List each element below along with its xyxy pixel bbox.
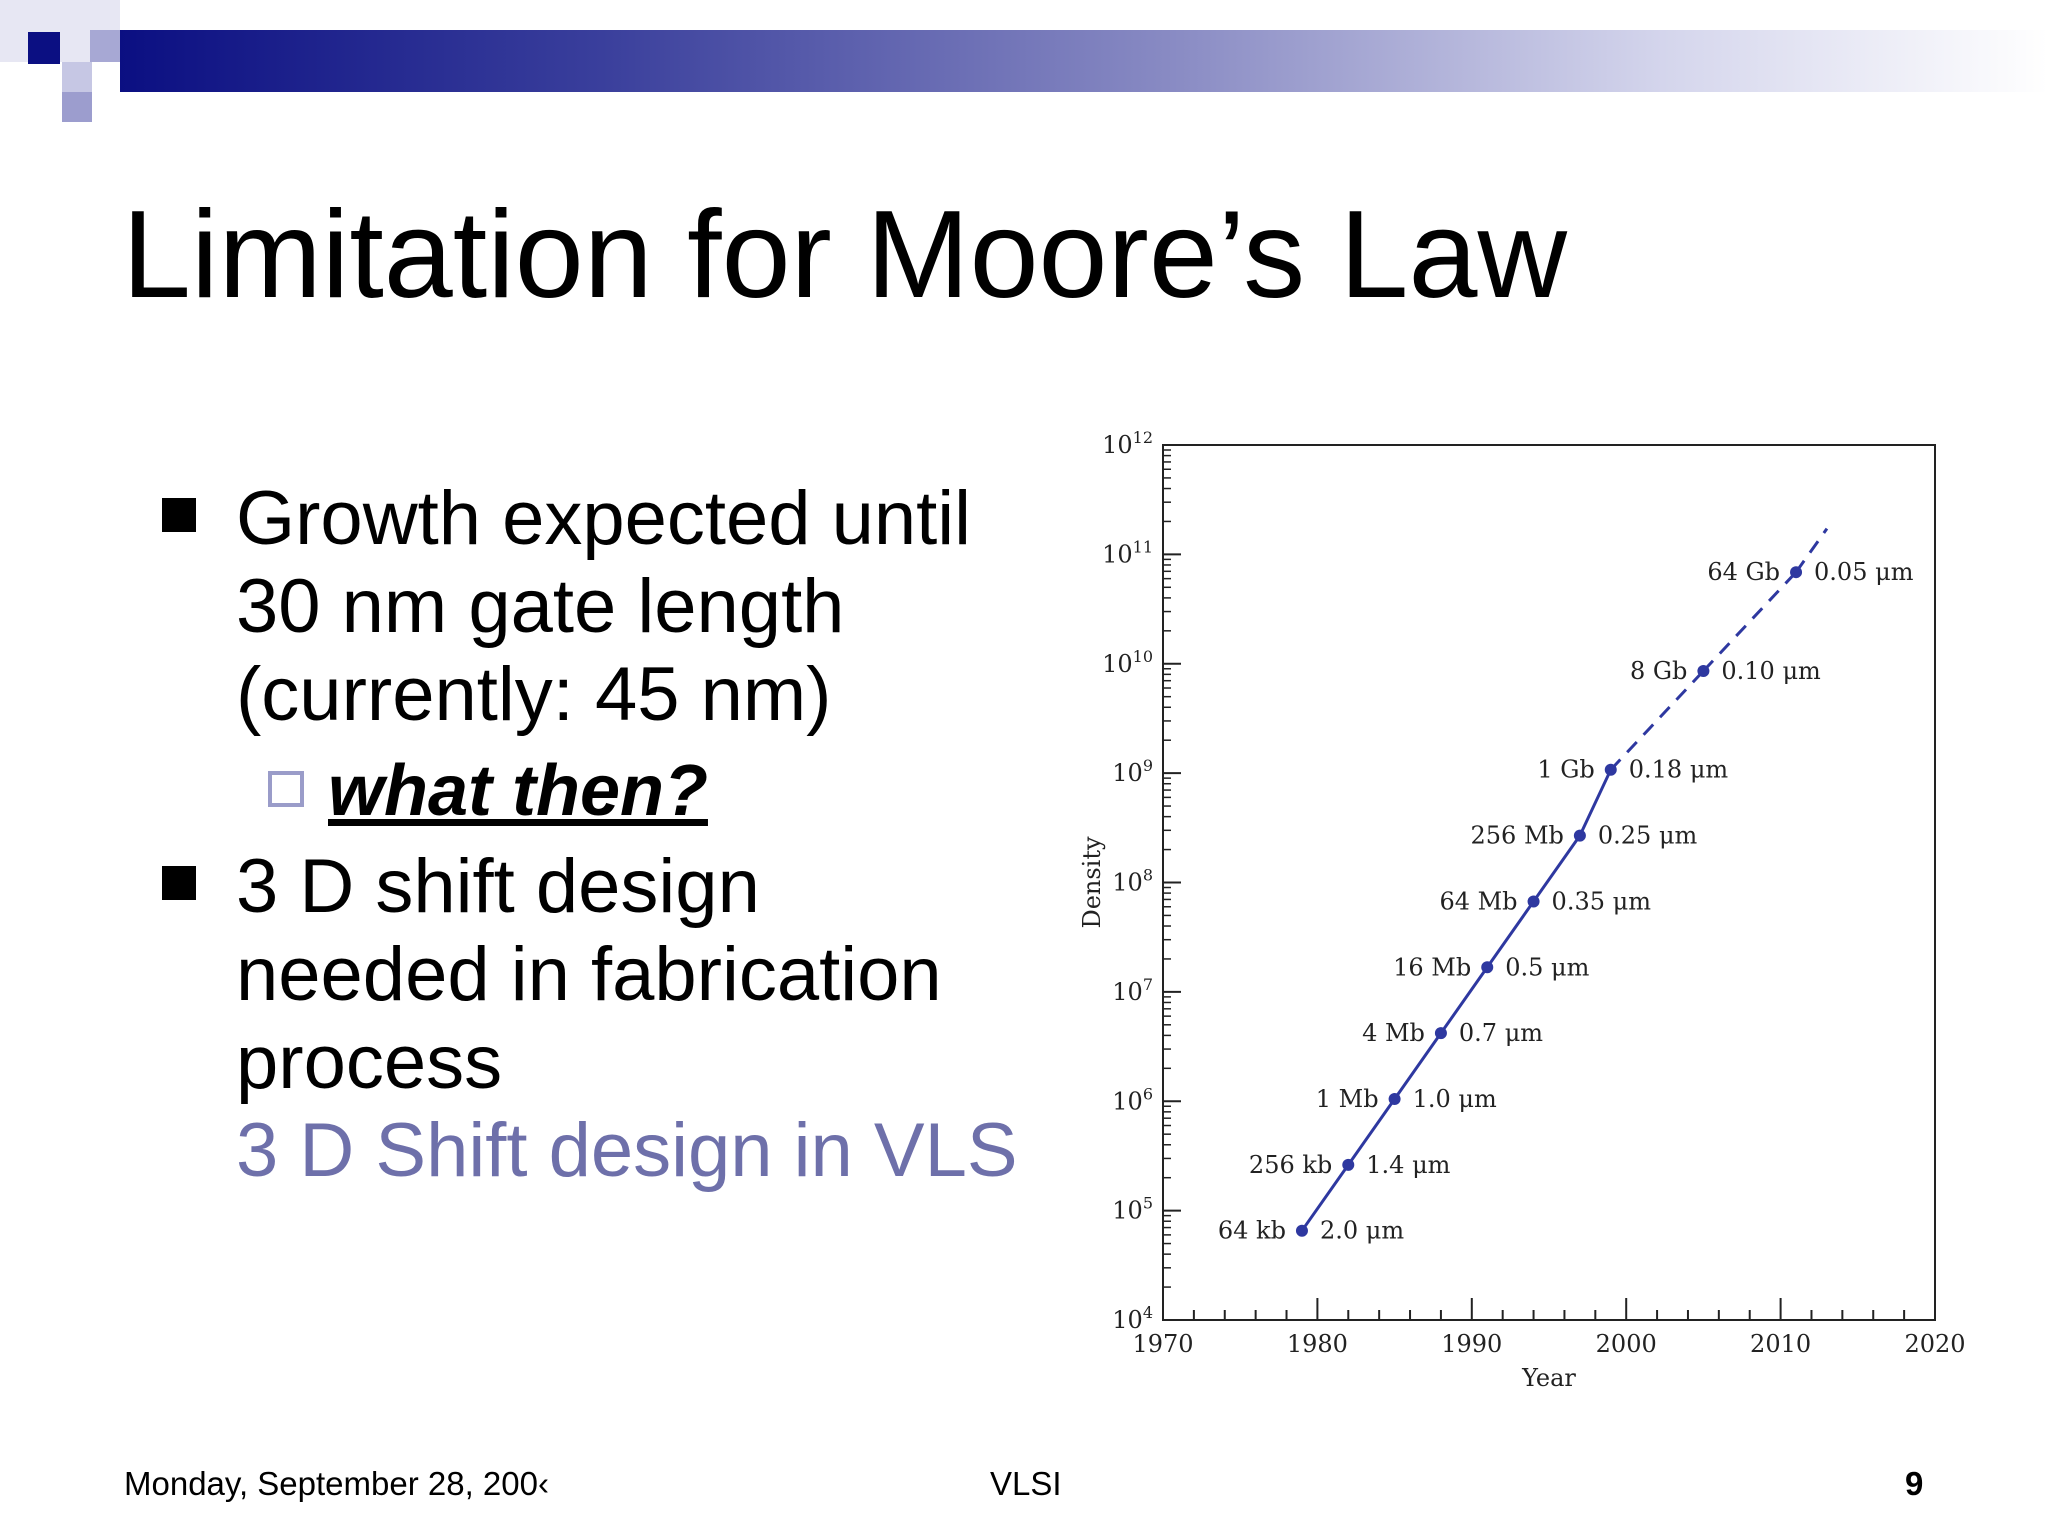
capacity-label: 1 Gb [1537, 756, 1594, 784]
feature-size-label: 1.0 μm [1413, 1085, 1497, 1113]
data-point [1573, 829, 1586, 842]
x-tick-label: 1980 [1287, 1330, 1348, 1358]
bullet-line: needed in fabrication [236, 932, 942, 1017]
bullet-line: (currently: 45 nm) [236, 652, 832, 737]
feature-size-label: 0.5 μm [1505, 953, 1589, 981]
density-chart-svg: 1970 1980 1990 2000 2010 2020 104 105 106 107 108 1… [1078, 428, 1966, 1392]
feature-size-label: 1.4 μm [1366, 1151, 1450, 1179]
capacity-label: 64 Gb [1707, 558, 1780, 586]
data-point [1388, 1092, 1401, 1105]
y-tick-label: 1010 [1102, 647, 1153, 678]
series-segment [1578, 769, 1613, 837]
corner-square-mid [90, 30, 122, 62]
shift-design-link[interactable]: 3 D Shift design in VLS [236, 1108, 1018, 1193]
sub-bullet-text: what then? [328, 751, 708, 831]
bullet-line: process [236, 1020, 503, 1105]
footer-date: Monday, September 28, 200‹ [124, 1465, 549, 1502]
hollow-square-icon [268, 771, 304, 807]
data-point [1604, 763, 1617, 776]
page-number: 9 [1905, 1465, 1924, 1502]
bullet-item: 3 D shift design needed in fabrication p… [160, 843, 1060, 1195]
x-tick-label: 2020 [1904, 1330, 1965, 1358]
y-tick-label: 1012 [1102, 428, 1153, 459]
bullet-line: 3 D shift design [236, 844, 760, 929]
bullet-square-icon [162, 866, 196, 900]
projected-segment [1794, 527, 1829, 574]
sub-bullet-item: what then? [160, 747, 1060, 835]
corner-square-mid [62, 92, 92, 122]
feature-size-label: 2.0 μm [1320, 1217, 1404, 1245]
y-tick-label: 1011 [1102, 537, 1153, 568]
capacity-label: 1 Mb [1316, 1085, 1379, 1113]
feature-size-label: 0.18 μm [1629, 756, 1729, 784]
feature-size-label: 0.25 μm [1598, 822, 1698, 850]
series-segment [1300, 1163, 1350, 1232]
data-point [1697, 664, 1710, 677]
capacity-label: 64 Mb [1439, 887, 1517, 915]
y-tick-label: 107 [1112, 975, 1153, 1006]
corner-square-mid [62, 62, 92, 92]
capacity-label: 256 Mb [1471, 822, 1564, 850]
x-tick-label: 2000 [1596, 1330, 1657, 1358]
bullet-line: Growth expected until [236, 476, 972, 561]
data-point [1790, 566, 1803, 579]
y-tick-label: 104 [1112, 1303, 1153, 1334]
title-bar [120, 30, 2048, 92]
y-tick-label: 105 [1112, 1194, 1153, 1225]
capacity-label: 8 Gb [1630, 657, 1687, 685]
y-tick-label: 106 [1112, 1084, 1153, 1115]
data-point [1295, 1224, 1308, 1237]
series-segment [1393, 1032, 1443, 1100]
capacity-label: 16 Mb [1393, 953, 1471, 981]
x-tick-label: 1970 [1132, 1330, 1193, 1358]
x-tick-label: 2010 [1750, 1330, 1811, 1358]
footer-center: VLSI [990, 1465, 1062, 1502]
bullet-square-icon [162, 498, 196, 532]
series-segment [1532, 834, 1582, 903]
capacity-label: 64 kb [1218, 1217, 1286, 1245]
bullet-list: Growth expected until 30 nm gate length … [160, 475, 1060, 1195]
feature-size-label: 0.10 μm [1721, 657, 1821, 685]
feature-size-label: 0.35 μm [1552, 887, 1652, 915]
feature-size-label: 0.05 μm [1814, 558, 1914, 586]
corner-square-dark [28, 32, 60, 62]
series-segment [1486, 900, 1535, 969]
y-tick-label: 109 [1112, 756, 1153, 787]
capacity-label: 256 kb [1249, 1151, 1332, 1179]
y-tick-label: 108 [1112, 866, 1153, 897]
capacity-label: 4 Mb [1362, 1019, 1425, 1047]
series-segment [1439, 966, 1489, 1035]
bullet-item: Growth expected until 30 nm gate length … [160, 475, 1060, 739]
series-segment [1347, 1098, 1396, 1166]
density-chart: 1970 1980 1990 2000 2010 2020 104 105 106 107 108 1… [1060, 420, 2000, 1400]
feature-size-label: 0.7 μm [1459, 1019, 1543, 1047]
slide-title: Limitation for Moore’s Law [122, 186, 1568, 324]
data-point [1342, 1158, 1355, 1171]
data-point [1434, 1027, 1447, 1040]
x-tick-label: 1990 [1441, 1330, 1502, 1358]
data-point [1481, 961, 1494, 974]
bullet-line: 30 nm gate length [236, 564, 845, 649]
data-point [1527, 895, 1540, 908]
x-axis-label: Year [1521, 1364, 1576, 1392]
y-axis-label: Density [1078, 836, 1106, 929]
